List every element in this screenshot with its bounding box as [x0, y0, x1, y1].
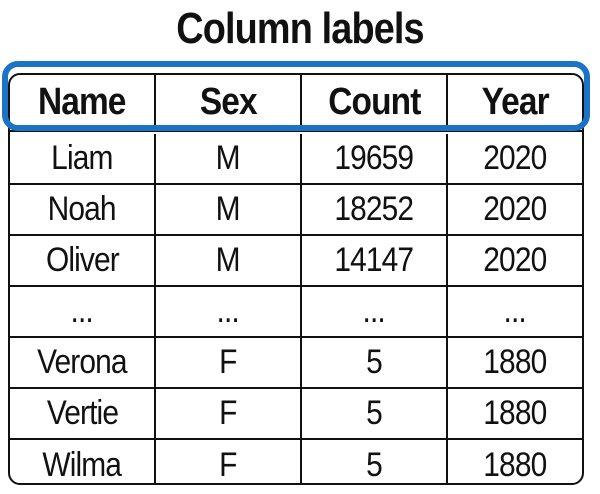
table-cell-name: Noah	[10, 185, 156, 234]
table-cell-year: 2020	[483, 241, 547, 279]
table-cell-year: 1880	[483, 394, 547, 432]
table-row: Vertie F 5 1880	[10, 389, 582, 440]
column-label-sex: Sex	[156, 75, 302, 130]
table-row: Oliver M 14147 2020	[10, 236, 582, 287]
table-cell-year: 1880	[483, 446, 547, 484]
table-cell-count: 18252	[302, 185, 448, 234]
table-cell-sex: M	[156, 236, 302, 285]
table-cell-year: 2020	[483, 139, 547, 177]
table-row: Noah M 18252 2020	[10, 185, 582, 236]
diagram-title: Column labels	[176, 4, 424, 53]
table-cell-sex: M	[156, 185, 302, 234]
table-cell-count: 19659	[302, 134, 448, 183]
table-cell-name: Vertie	[10, 389, 156, 438]
table-cell-name: Verona	[10, 338, 156, 387]
table-cell-name: Oliver	[10, 236, 156, 285]
table-cell-count: ...	[302, 287, 448, 336]
table-header-row: Name Sex Count Year	[10, 75, 582, 132]
table-cell-sex: F	[156, 440, 302, 483]
table-cell-sex: ...	[156, 287, 302, 336]
table-cell-name: Wilma	[10, 440, 156, 483]
table-cell-count: 5	[302, 338, 448, 387]
table-row: Verona F 5 1880	[10, 338, 582, 389]
table-cell-name: ...	[10, 287, 156, 336]
table-row: Liam M 19659 2020	[10, 134, 582, 185]
table-cell-count: 5	[302, 389, 448, 438]
table-cell-sex: F	[156, 389, 302, 438]
table-cell-year: 1880	[483, 343, 547, 381]
table-cell-year: 2020	[483, 190, 547, 228]
column-label-name: Name	[10, 75, 156, 130]
table-row: Wilma F 5 1880	[10, 440, 582, 484]
data-table: Name Sex Count Year Liam M 19659 2020 Noah M 1…	[8, 73, 584, 485]
table-cell-count: 14147	[302, 236, 448, 285]
column-label-count: Count	[302, 75, 448, 130]
table-cell-count: 5	[302, 440, 448, 483]
table-cell-sex: M	[156, 134, 302, 183]
column-label-year: Year	[481, 81, 549, 123]
table-row: ............	[10, 287, 582, 338]
table-cell-sex: F	[156, 338, 302, 387]
table-cell-name: Liam	[10, 134, 156, 183]
table-cell-year: ...	[503, 292, 527, 330]
